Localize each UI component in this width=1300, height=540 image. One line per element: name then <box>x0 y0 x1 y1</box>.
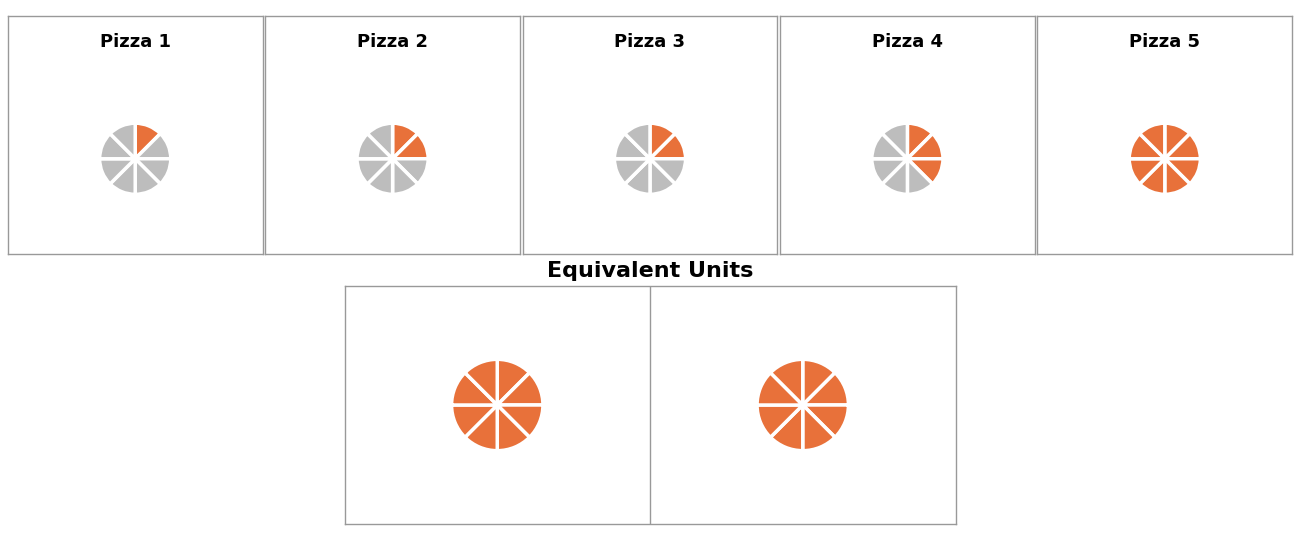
Wedge shape <box>650 159 675 194</box>
Wedge shape <box>757 373 803 405</box>
Wedge shape <box>907 159 932 194</box>
Wedge shape <box>451 373 497 405</box>
Wedge shape <box>625 159 650 194</box>
Wedge shape <box>1140 159 1165 194</box>
Text: Pizza 1: Pizza 1 <box>100 33 170 51</box>
Wedge shape <box>393 159 428 184</box>
Wedge shape <box>650 133 685 159</box>
Wedge shape <box>625 123 650 159</box>
Wedge shape <box>907 123 932 159</box>
Wedge shape <box>465 359 498 405</box>
Wedge shape <box>872 133 907 159</box>
Text: Pizza 2: Pizza 2 <box>358 33 428 51</box>
Wedge shape <box>1165 123 1190 159</box>
Wedge shape <box>358 133 393 159</box>
Wedge shape <box>497 359 529 405</box>
Wedge shape <box>757 405 803 437</box>
Wedge shape <box>1130 159 1165 184</box>
Wedge shape <box>883 123 907 159</box>
Wedge shape <box>803 405 849 437</box>
Wedge shape <box>907 159 942 184</box>
Wedge shape <box>1130 133 1165 159</box>
Wedge shape <box>111 123 135 159</box>
Wedge shape <box>907 133 942 159</box>
Wedge shape <box>135 123 160 159</box>
Wedge shape <box>615 133 650 159</box>
Wedge shape <box>1165 159 1200 184</box>
Wedge shape <box>802 405 835 451</box>
Wedge shape <box>111 159 135 194</box>
Wedge shape <box>135 133 170 159</box>
Wedge shape <box>803 373 849 405</box>
Wedge shape <box>393 123 417 159</box>
Wedge shape <box>465 405 497 451</box>
Wedge shape <box>368 159 393 194</box>
Wedge shape <box>135 159 170 184</box>
Text: Pizza 3: Pizza 3 <box>615 33 685 51</box>
Wedge shape <box>771 405 803 451</box>
Wedge shape <box>650 123 675 159</box>
Wedge shape <box>100 159 135 184</box>
Text: Equivalent Units: Equivalent Units <box>547 261 753 281</box>
Wedge shape <box>615 159 650 184</box>
Wedge shape <box>771 359 803 405</box>
Wedge shape <box>497 373 543 405</box>
Wedge shape <box>135 159 160 194</box>
Wedge shape <box>497 405 543 437</box>
Wedge shape <box>872 159 907 184</box>
Wedge shape <box>1140 123 1165 159</box>
Wedge shape <box>650 159 685 184</box>
Wedge shape <box>100 133 135 159</box>
Wedge shape <box>393 133 428 159</box>
Wedge shape <box>358 159 393 184</box>
Text: Pizza 4: Pizza 4 <box>872 33 942 51</box>
Wedge shape <box>802 359 835 405</box>
Wedge shape <box>451 405 497 437</box>
Wedge shape <box>1165 133 1200 159</box>
Wedge shape <box>1165 159 1190 194</box>
Wedge shape <box>368 123 393 159</box>
Wedge shape <box>883 159 907 194</box>
Wedge shape <box>393 159 417 194</box>
Wedge shape <box>497 405 529 451</box>
Text: Pizza 5: Pizza 5 <box>1130 33 1200 51</box>
